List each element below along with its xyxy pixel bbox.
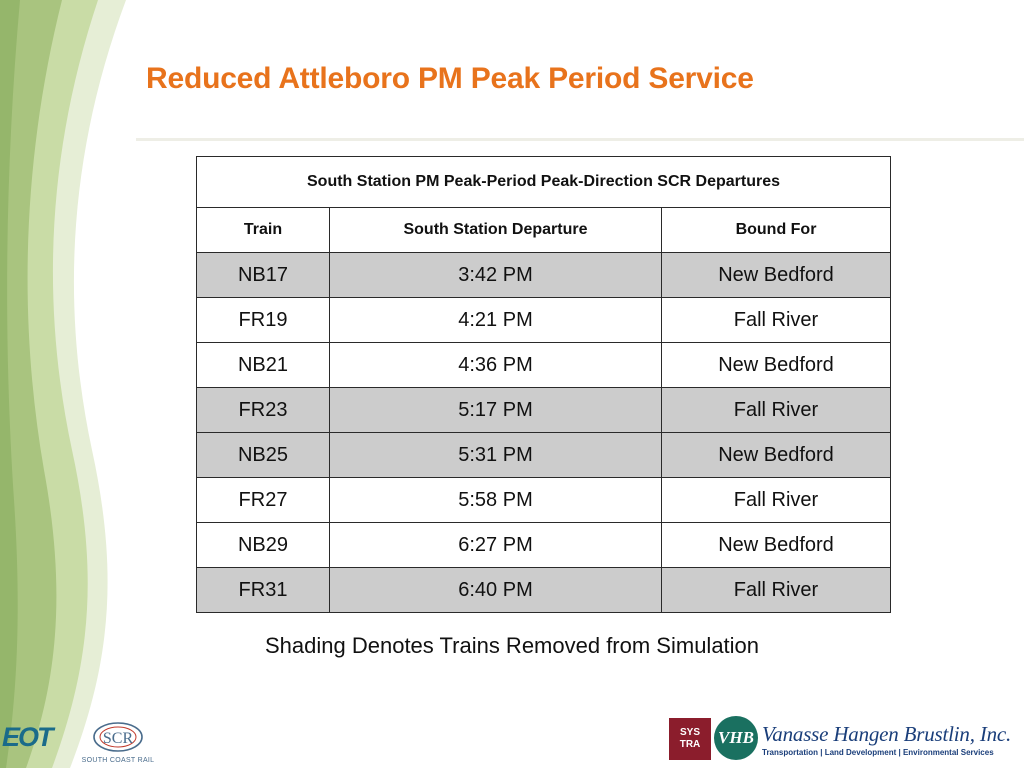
bound-for-cell: New Bedford <box>661 432 891 478</box>
south-coast-rail-logo: SCR SOUTH COAST RAIL <box>76 720 160 766</box>
vhb-logo-mark: VHB <box>714 716 758 760</box>
bound-for-cell: New Bedford <box>661 252 891 298</box>
departure-cell: 4:36 PM <box>329 342 662 388</box>
table-caption-row: South Station PM Peak-Period Peak-Direct… <box>196 156 891 208</box>
bound-for-cell: New Bedford <box>661 522 891 568</box>
systra-logo: SYS TRA <box>669 718 711 760</box>
bound-for-cell: Fall River <box>661 387 891 433</box>
departure-cell: 6:27 PM <box>329 522 662 568</box>
bound-for-cell: Fall River <box>661 477 891 523</box>
systra-line-2: TRA <box>679 739 701 750</box>
train-cell: NB25 <box>196 432 330 478</box>
bound-for-cell: New Bedford <box>661 342 891 388</box>
table-row: NB29 6:27 PM New Bedford <box>196 522 891 568</box>
bound-for-cell: Fall River <box>661 297 891 343</box>
departure-cell: 6:40 PM <box>329 567 662 613</box>
train-cell: FR31 <box>196 567 330 613</box>
table-row: NB17 3:42 PM New Bedford <box>196 252 891 298</box>
vhb-tagline: Transportation | Land Development | Envi… <box>762 748 994 757</box>
table-row: NB25 5:31 PM New Bedford <box>196 432 891 478</box>
table-row: NB21 4:36 PM New Bedford <box>196 342 891 388</box>
slide-title: Reduced Attleboro PM Peak Period Service <box>146 62 754 95</box>
table-row: FR23 5:17 PM Fall River <box>196 387 891 433</box>
table-header-row: Train South Station Departure Bound For <box>196 207 891 253</box>
table-row: FR27 5:58 PM Fall River <box>196 477 891 523</box>
bound-for-cell: Fall River <box>661 567 891 613</box>
table-caption: South Station PM Peak-Period Peak-Direct… <box>196 156 891 208</box>
train-cell: FR23 <box>196 387 330 433</box>
departure-cell: 4:21 PM <box>329 297 662 343</box>
table-row: FR19 4:21 PM Fall River <box>196 297 891 343</box>
departures-table: South Station PM Peak-Period Peak-Direct… <box>196 156 891 613</box>
train-cell: NB21 <box>196 342 330 388</box>
header-south-station-departure: South Station Departure <box>329 207 662 253</box>
header-train: Train <box>196 207 330 253</box>
train-cell: NB17 <box>196 252 330 298</box>
title-divider <box>136 138 1024 141</box>
eot-logo: EOT <box>2 722 53 752</box>
left-green-wave-decoration <box>0 0 126 768</box>
departure-cell: 5:17 PM <box>329 387 662 433</box>
shading-note: Shading Denotes Trains Removed from Simu… <box>265 633 760 658</box>
departure-cell: 3:42 PM <box>329 252 662 298</box>
header-bound-for: Bound For <box>661 207 891 253</box>
scr-logo-text: SOUTH COAST RAIL <box>81 757 155 764</box>
train-cell: NB29 <box>196 522 330 568</box>
train-cell: FR27 <box>196 477 330 523</box>
systra-line-1: SYS <box>679 727 700 738</box>
scr-emblem-icon: SCR <box>93 722 143 752</box>
scr-mark: SCR <box>103 730 134 747</box>
train-cell: FR19 <box>196 297 330 343</box>
departure-cell: 5:58 PM <box>329 477 662 523</box>
vhb-company-name: Vanasse Hangen Brustlin, Inc. <box>762 722 1012 746</box>
table-row: FR31 6:40 PM Fall River <box>196 567 891 613</box>
departure-cell: 5:31 PM <box>329 432 662 478</box>
